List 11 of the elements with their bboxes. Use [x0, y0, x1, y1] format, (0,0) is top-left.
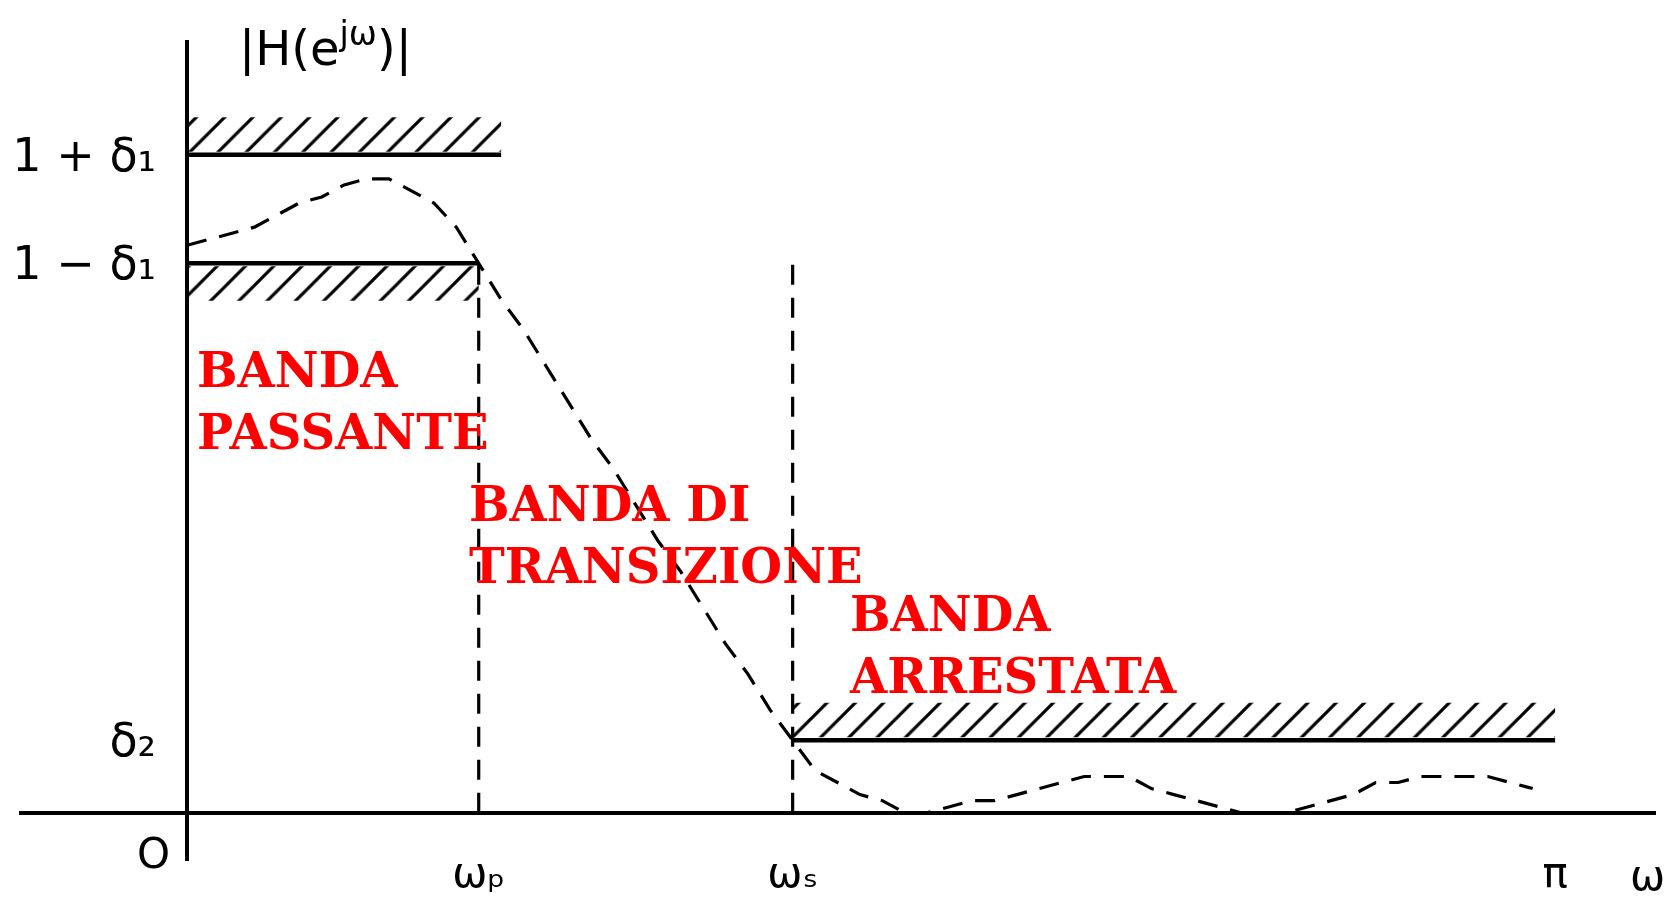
annotation: O — [137, 829, 171, 878]
x-tick-label: ωₛ — [767, 848, 819, 898]
y-axis-title: |H(e$^{jω}$)| — [239, 14, 412, 77]
y-tick-label: δ₂ — [109, 713, 156, 768]
y-tick-label: 1 + δ₁ — [12, 127, 156, 182]
y-tick-label: 1 − δ₁ — [12, 236, 156, 291]
x-tick-label: ωₚ — [452, 848, 506, 898]
x-tick-label: π — [1542, 848, 1568, 898]
annotation: BANDA ARRESTATA — [849, 586, 1178, 705]
x-axis-title: ω — [1630, 851, 1666, 900]
annotation: BANDA PASSANTE — [197, 342, 489, 461]
